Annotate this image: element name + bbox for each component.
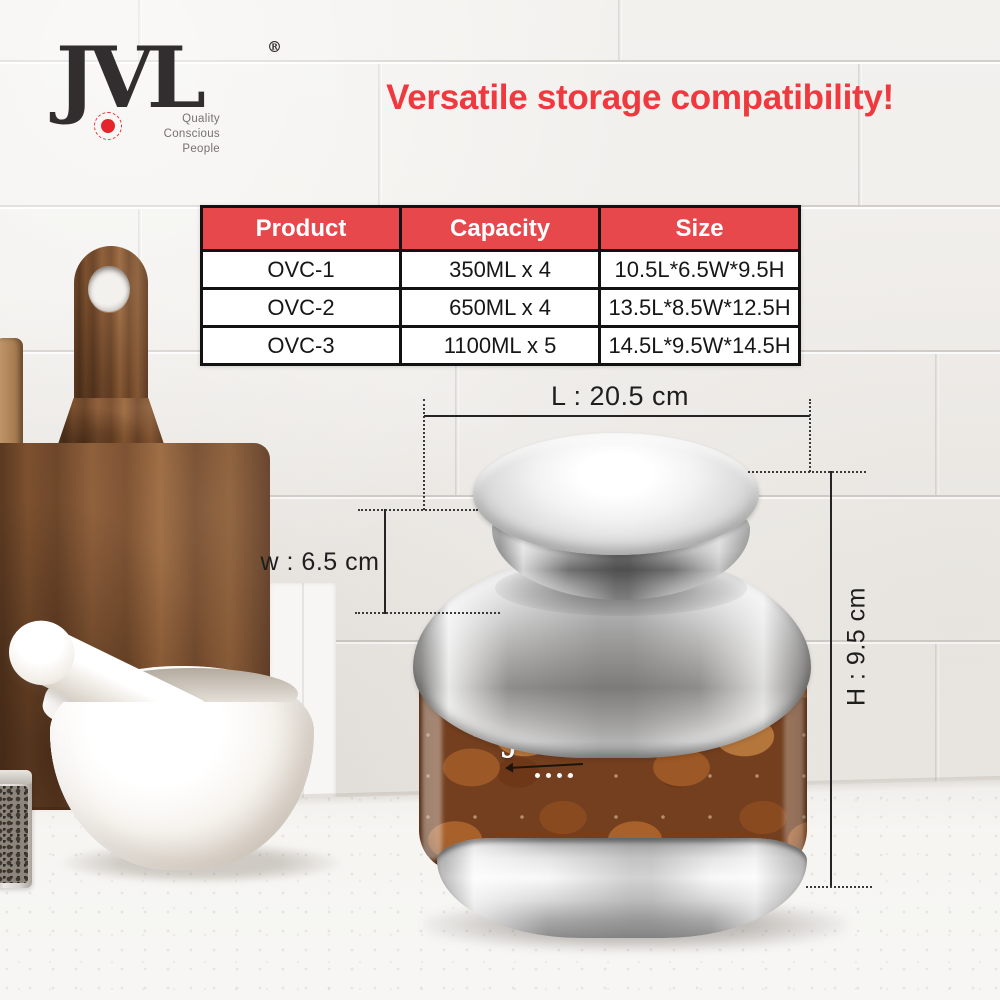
tile-joint [935,354,939,495]
tile-joint [455,354,459,495]
table-header-row: Product Capacity Size [199,205,801,252]
lid-dome [473,433,759,555]
spec-table: Product Capacity Size OVC-1 350ML x 4 10… [199,205,801,366]
cell-product: OVC-2 [199,287,403,328]
length-extension-line-right [809,399,811,472]
length-extension-line-left [423,399,425,510]
cutting-board-hole [88,266,130,312]
tagline-line1: Quality Conscious [163,113,220,140]
height-extension-line-bottom [806,886,872,888]
length-measure-line [424,415,810,417]
cell-size: 10.5L*6.5W*9.5H [598,249,801,290]
four-dots-icon [535,773,540,779]
height-dimension-label: H : 9.5 cm [842,587,871,706]
table-row: OVC-3 1100ML x 5 14.5L*9.5W*14.5H [199,325,801,366]
cell-capacity: 1100ML x 5 [399,325,602,366]
cell-product: OVC-3 [199,325,403,366]
width-measure-line [384,509,386,614]
cell-capacity: 650ML x 4 [399,287,602,328]
tile-joint [618,0,622,60]
length-dimension-label: L : 20.5 cm [550,381,690,411]
cell-size: 13.5L*8.5W*12.5H [598,287,801,328]
cell-size: 14.5L*9.5W*14.5H [598,325,801,366]
cell-product: OVC-1 [199,249,403,290]
page-title: Versatile storage compatibility! [386,78,894,117]
column-header-size: Size [598,205,801,252]
width-dimension-label: w : 6.5 cm [260,548,380,576]
cell-capacity: 350ML x 4 [399,249,602,290]
spice-jar-contents [0,786,28,883]
jvl-logo-text: JVL ® [56,28,282,127]
spice-jar-cap [0,770,32,784]
red-target-icon [94,112,122,140]
table-row: OVC-1 350ML x 4 10.5L*6.5W*9.5H [199,249,801,290]
column-header-capacity: Capacity [399,205,602,252]
brand-tagline: Quality Conscious People [124,112,220,157]
red-target-ring-icon [94,112,122,140]
table-row: OVC-2 650ML x 4 13.5L*8.5W*12.5H [199,287,801,328]
registered-mark-icon: ® [267,38,282,56]
tagline-line2: People [182,142,220,155]
jvl-logo-block: JVL ® Quality Conscious People [56,28,282,155]
width-extension-line-top [358,509,478,511]
column-header-product: Product [199,205,403,252]
tile-joint [935,644,939,782]
height-measure-line [830,471,832,887]
spice-jar [0,770,32,888]
height-extension-line-top [748,471,866,473]
width-extension-line-bottom [355,612,500,614]
arrow-icon [506,763,584,770]
